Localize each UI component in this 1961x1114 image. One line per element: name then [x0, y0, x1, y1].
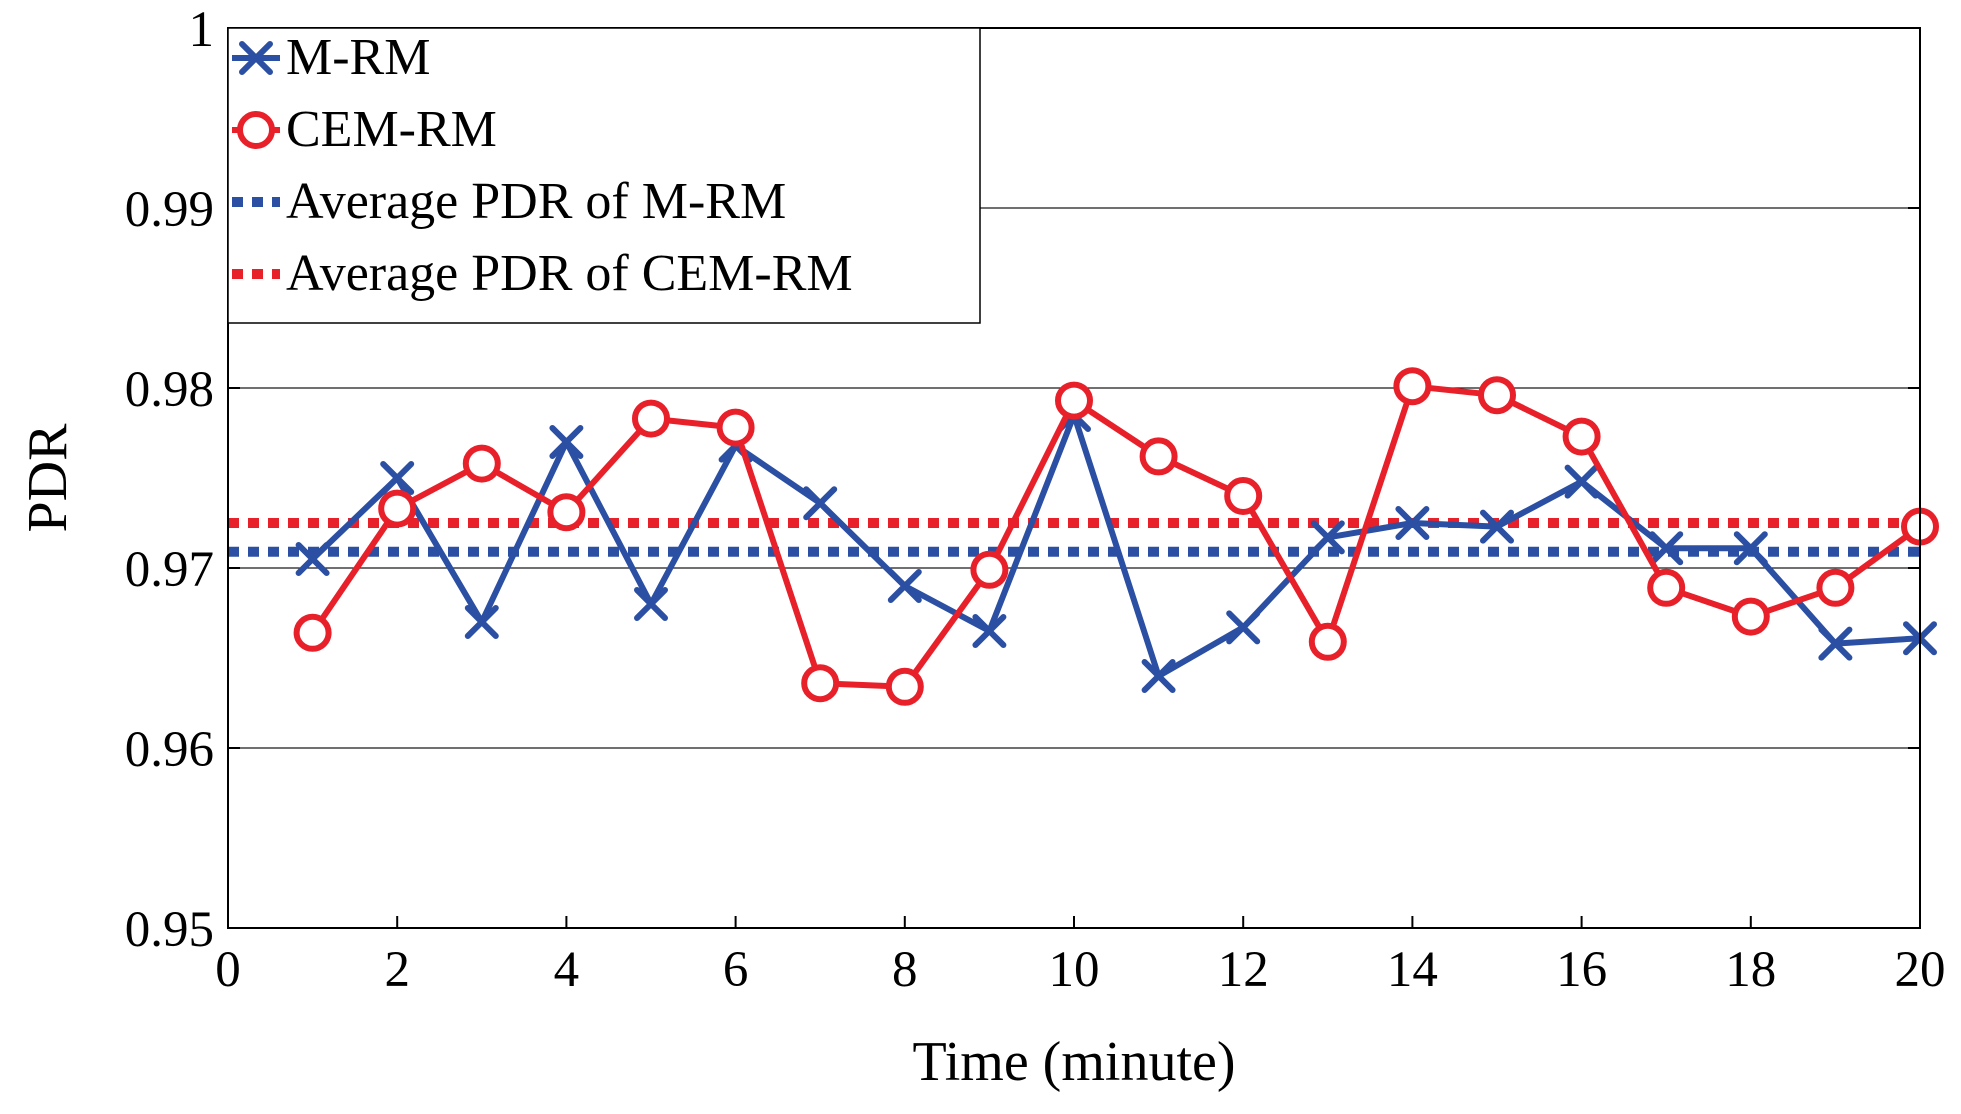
point-m-rm: [1310, 520, 1345, 555]
point-cem-rm: [1562, 417, 1601, 456]
x-marker-stroke: [972, 614, 1007, 648]
x-tick-label: 18: [1725, 942, 1776, 998]
point-cem-rm: [1224, 477, 1263, 515]
legend-label: CEM-RM: [286, 101, 497, 158]
x-tick-label: 2: [384, 942, 410, 998]
x-marker-stroke: [1733, 531, 1768, 566]
point-cem-rm: [970, 550, 1009, 589]
point-m-rm: [1564, 464, 1599, 499]
x-marker-stroke: [380, 461, 415, 495]
point-cem-rm: [1055, 381, 1093, 420]
x-tick-label: 12: [1218, 942, 1269, 998]
legend-marker: [237, 111, 275, 149]
series-line-cem-rm: [310, 383, 1922, 690]
x-tick-label: 16: [1556, 942, 1607, 998]
x-marker-stroke: [1818, 626, 1853, 661]
x-tick-label: 20: [1895, 942, 1946, 998]
x-marker-stroke: [1649, 531, 1684, 566]
y-tick-label: 0.96: [125, 722, 214, 778]
legend-box: [227, 27, 981, 324]
x-marker-stroke: [1226, 610, 1261, 645]
point-m-rm: [380, 461, 415, 495]
axis-ticks: 0 2 4 6 8 10 12 14 16 18 20 0.95 0.96 0.97 0.98 0.99 1: [125, 2, 1946, 998]
x-marker-stroke: [1141, 659, 1176, 693]
x-marker-stroke: [634, 587, 668, 621]
point-cem-rm: [632, 399, 670, 438]
legend: M-RM CEM-RM Average PDR of M-RM Average PDR…: [227, 27, 981, 324]
x-tick-label: 0: [215, 942, 241, 998]
legend-marker: [239, 41, 273, 75]
point-cem-rm: [1731, 597, 1770, 636]
x-marker-stroke: [1564, 464, 1599, 499]
x-tick-label: 4: [554, 942, 580, 998]
legend-item-average-pdr-of-m-rm: Average PDR of M-RM: [232, 173, 786, 230]
x-marker-stroke: [1480, 509, 1514, 544]
x-tick-label: 8: [892, 942, 918, 998]
x-marker-stroke: [295, 542, 330, 576]
point-m-rm: [803, 486, 838, 521]
point-cem-rm: [293, 613, 332, 652]
x-marker-stroke: [1395, 506, 1430, 540]
point-m-rm: [1226, 610, 1261, 645]
point-m-rm: [1818, 626, 1853, 661]
point-m-rm: [1141, 659, 1176, 693]
series-lines: [293, 367, 1939, 706]
y-axis-title: PDR: [17, 423, 79, 533]
x-tick-label: 14: [1387, 942, 1438, 998]
x-marker-stroke: [464, 605, 499, 639]
point-cem-rm: [1478, 376, 1516, 415]
point-m-rm: [464, 605, 499, 639]
point-cem-rm: [801, 664, 840, 703]
point-cem-rm: [547, 493, 586, 532]
point-m-rm: [887, 569, 922, 603]
point-m-rm: [549, 425, 584, 459]
x-marker-stroke: [239, 41, 273, 75]
y-tick-label: 0.97: [125, 542, 214, 598]
x-marker-stroke: [1310, 520, 1345, 555]
point-cem-rm: [1139, 437, 1178, 476]
point-m-rm: [1733, 531, 1768, 566]
point-cem-rm: [378, 489, 417, 528]
legend-label: M-RM: [286, 29, 430, 86]
x-marker-stroke: [803, 486, 838, 521]
legend-item-cem-rm: CEM-RM: [232, 101, 497, 158]
point-cem-rm: [1308, 622, 1347, 661]
point-m-rm: [295, 542, 330, 576]
point-m-rm: [634, 587, 668, 621]
point-cem-rm: [1816, 568, 1855, 607]
legend-item-average-pdr-of-cem-rm: Average PDR of CEM-RM: [232, 245, 853, 302]
y-tick-label: 0.99: [125, 182, 214, 238]
y-tick-label: 1: [189, 2, 215, 58]
point-m-rm: [1480, 509, 1514, 544]
point-m-rm: [1395, 506, 1430, 540]
point-m-rm: [972, 614, 1007, 648]
legend-label: Average PDR of CEM-RM: [286, 245, 853, 302]
y-tick-label: 0.95: [125, 902, 214, 958]
x-axis-title: Time (minute): [912, 1031, 1235, 1093]
x-tick-label: 10: [1049, 942, 1100, 998]
point-cem-rm: [885, 667, 924, 706]
point-cem-rm: [462, 444, 501, 483]
point-cem-rm: [1393, 367, 1432, 406]
point-cem-rm: [716, 408, 755, 447]
point-m-rm: [1649, 531, 1684, 566]
point-cem-rm: [1647, 568, 1686, 607]
x-marker-stroke: [887, 569, 922, 603]
legend-label: Average PDR of M-RM: [286, 173, 786, 230]
legend-item-m-rm: M-RM: [232, 29, 430, 86]
x-marker-stroke: [549, 425, 584, 459]
y-tick-label: 0.98: [125, 362, 214, 418]
x-tick-label: 6: [723, 942, 749, 998]
